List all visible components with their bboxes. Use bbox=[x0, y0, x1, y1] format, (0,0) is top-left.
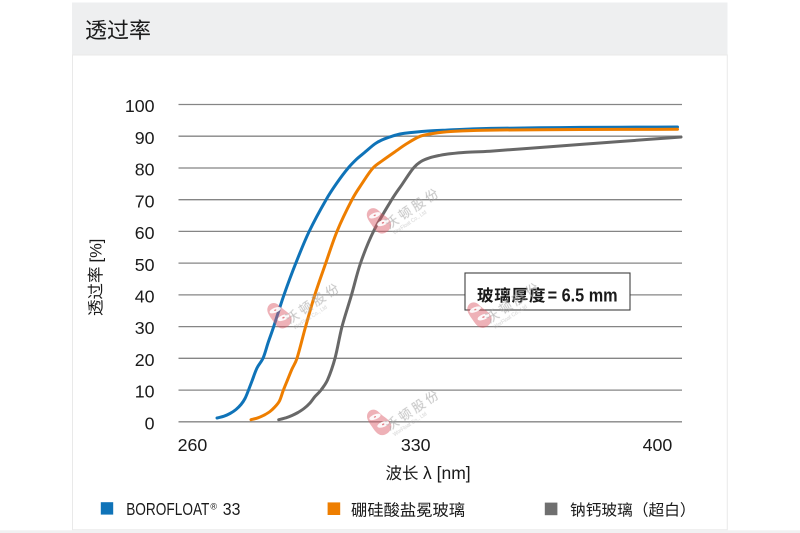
svg-text:30: 30 bbox=[135, 318, 155, 338]
svg-text:λ [nm]: λ [nm] bbox=[423, 463, 471, 483]
svg-text:40: 40 bbox=[135, 287, 155, 307]
svg-text:80: 80 bbox=[135, 160, 155, 180]
svg-text:[%]: [%] bbox=[88, 239, 106, 263]
svg-text:260: 260 bbox=[178, 435, 208, 455]
svg-text:33: 33 bbox=[223, 499, 241, 519]
svg-text:70: 70 bbox=[135, 191, 155, 211]
svg-text:60: 60 bbox=[135, 223, 155, 243]
svg-text:0: 0 bbox=[145, 413, 155, 433]
svg-text:10: 10 bbox=[135, 382, 155, 402]
svg-text:20: 20 bbox=[135, 350, 155, 370]
svg-text:BOROFLOAT: BOROFLOAT bbox=[126, 499, 209, 519]
svg-text:®: ® bbox=[210, 502, 217, 512]
svg-text:= 6.5 mm: = 6.5 mm bbox=[548, 284, 618, 305]
svg-text:90: 90 bbox=[135, 128, 155, 148]
svg-text:400: 400 bbox=[643, 435, 673, 455]
svg-text:330: 330 bbox=[401, 435, 431, 455]
svg-text:100: 100 bbox=[125, 96, 155, 116]
svg-text:50: 50 bbox=[135, 255, 155, 275]
